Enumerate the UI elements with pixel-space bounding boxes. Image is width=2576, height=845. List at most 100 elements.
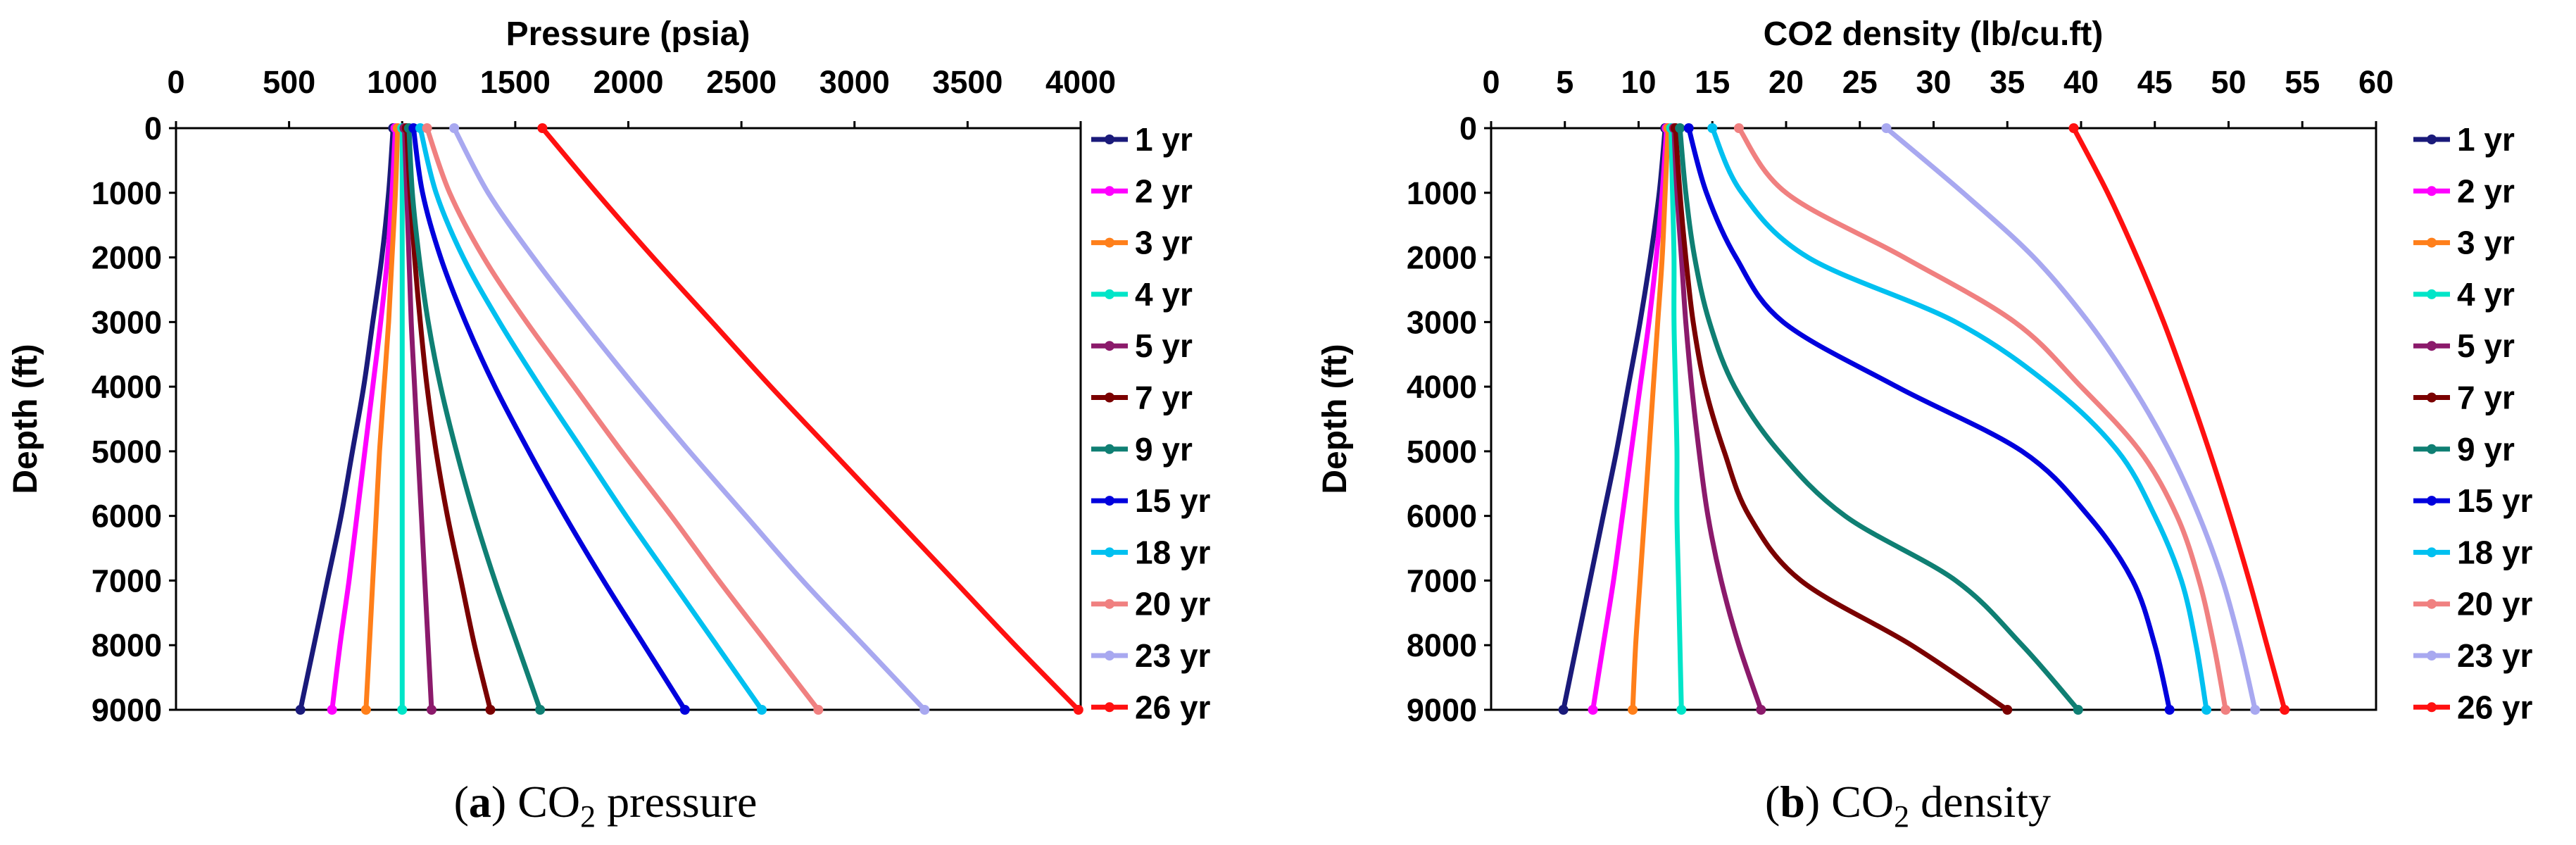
pressure-series-point-26-yr-bottom <box>1073 705 1083 715</box>
density-x-tick-label: 10 <box>1621 64 1656 100</box>
pressure-series-line-20-yr <box>425 125 821 713</box>
caption-pressure-letter: a <box>469 777 491 827</box>
pressure-series-point-15-yr-bottom <box>679 705 690 715</box>
density-legend-label-15-yr: 15 yr <box>2457 482 2533 519</box>
pressure-series-point-23-yr-top <box>449 123 460 133</box>
pressure-legend-marker-2-yr <box>1105 186 1114 196</box>
density-series-line-18-yr <box>1709 125 2209 713</box>
density-series-point-18-yr-bottom <box>2201 705 2212 715</box>
density-legend-label-26-yr: 26 yr <box>2457 689 2533 725</box>
pressure-series-point-26-yr-top <box>537 123 548 133</box>
density-y-tick-label: 9000 <box>1407 692 1477 728</box>
density-series-line-3-yr <box>1630 125 1671 713</box>
density-series-point-15-yr-top <box>1683 123 1694 133</box>
density-legend-label-23-yr: 23 yr <box>2457 637 2533 674</box>
density-series-line-9-yr <box>1677 125 2081 713</box>
pressure-series-line-23-yr <box>451 125 927 713</box>
pressure-series-line-2-yr <box>329 125 398 713</box>
pressure-series-point-18-yr-bottom <box>757 705 767 715</box>
pressure-legend-label-20-yr: 20 yr <box>1135 586 1211 622</box>
pressure-legend-marker-1-yr <box>1105 134 1114 144</box>
density-series-line-26-yr <box>2071 125 2287 713</box>
pressure-legend-label-23-yr: 23 yr <box>1135 637 1211 674</box>
pressure-legend-marker-3-yr <box>1105 237 1114 248</box>
density-x-tick-label: 55 <box>2285 64 2320 100</box>
density-series-point-15-yr-bottom <box>2164 705 2175 715</box>
pressure-legend-label-5-yr: 5 yr <box>1135 327 1193 364</box>
density-series-point-4-yr-bottom <box>1676 705 1687 715</box>
density-series-point-7-yr-bottom <box>2002 705 2013 715</box>
density-series-line-20-yr <box>1736 125 2228 713</box>
pressure-x-axis-title: Pressure (psia) <box>506 15 750 53</box>
density-series-point-2-yr-bottom <box>1588 705 1598 715</box>
density-x-tick-label: 20 <box>1768 64 1804 100</box>
pressure-series-point-7-yr-bottom <box>485 705 496 715</box>
density-x-tick-label: 25 <box>1842 64 1878 100</box>
density-series-point-5-yr-bottom <box>1756 705 1766 715</box>
pressure-legend-marker-15-yr <box>1105 496 1114 506</box>
pressure-series-point-18-yr-top <box>415 123 425 133</box>
pressure-series-line-26-yr <box>539 125 1081 713</box>
density-legend-marker-5-yr <box>2427 341 2437 351</box>
pressure-series-point-2-yr-bottom <box>327 705 337 715</box>
density-y-tick-label: 0 <box>1459 111 1477 146</box>
pressure-x-tick-label: 3500 <box>932 64 1003 100</box>
pressure-legend: 1 yr 2 yr 3 yr 4 yr 5 yr 7 yr 9 yr 15 yr 18 yr 20… <box>1091 121 1211 725</box>
density-legend-marker-20-yr <box>2427 599 2437 609</box>
pressure-legend-marker-9-yr <box>1105 444 1114 454</box>
density-series-point-26-yr-bottom <box>2280 705 2290 715</box>
caption-pressure: (a) CO2 pressure <box>454 777 758 834</box>
pressure-series-point-15-yr-top <box>408 123 419 133</box>
density-x-tick-label: 30 <box>1916 64 1951 100</box>
density-series-line-23-yr <box>1884 125 2258 713</box>
pressure-series-point-5-yr-bottom <box>427 705 437 715</box>
density-y-axis-title: Depth (ft) <box>1317 344 1354 494</box>
pressure-y-tick-label: 5000 <box>92 434 162 470</box>
pressure-chart: Pressure (psia) Depth (ft) 0 500 1000 1500 200… <box>7 15 1211 728</box>
density-y-tick-label: 3000 <box>1407 304 1477 340</box>
density-legend-label-3-yr: 3 yr <box>2457 225 2515 261</box>
density-series-line-7-yr <box>1673 125 2010 713</box>
caption-density-letter: b <box>1780 777 1805 827</box>
pressure-legend-label-15-yr: 15 yr <box>1135 482 1211 519</box>
density-legend-label-20-yr: 20 yr <box>2457 586 2533 622</box>
caption-density: (b) CO2 density <box>1765 777 2051 834</box>
pressure-legend-label-7-yr: 7 yr <box>1135 380 1193 416</box>
density-series-point-9-yr-bottom <box>2073 705 2083 715</box>
caption-pressure-prefix: CO <box>517 777 580 827</box>
pressure-series-point-3-yr-bottom <box>360 705 371 715</box>
density-y-tick-label: 6000 <box>1407 499 1477 534</box>
density-legend-label-5-yr: 5 yr <box>2457 327 2515 364</box>
density-x-tick-label: 40 <box>2063 64 2099 100</box>
pressure-series-point-23-yr-bottom <box>919 705 930 715</box>
density-series-point-9-yr-top <box>1675 123 1685 133</box>
density-x-tick-label: 35 <box>1990 64 2025 100</box>
pressure-legend-label-3-yr: 3 yr <box>1135 225 1193 261</box>
density-legend-marker-1-yr <box>2427 134 2437 144</box>
pressure-y-tick-label: 4000 <box>92 369 162 405</box>
pressure-series-point-4-yr-bottom <box>397 705 408 715</box>
pressure-x-tick-label: 1500 <box>480 64 551 100</box>
density-series-point-26-yr-top <box>2068 123 2079 133</box>
caption-density-sub: 2 <box>1894 799 1909 834</box>
density-series-line-4-yr <box>1669 125 1684 713</box>
pressure-y-tick-label: 6000 <box>92 499 162 534</box>
pressure-y-tick-label: 2000 <box>92 240 162 276</box>
density-legend-label-7-yr: 7 yr <box>2457 380 2515 416</box>
density-series-point-20-yr-top <box>1733 123 1744 133</box>
density-x-tick-label: 50 <box>2211 64 2246 100</box>
density-legend-marker-2-yr <box>2427 186 2437 196</box>
density-series-point-18-yr-top <box>1707 123 1718 133</box>
caption-pressure-suffix: pressure <box>596 777 757 827</box>
pressure-series-point-20-yr-top <box>422 123 432 133</box>
caption-pressure-sub: 2 <box>580 799 596 834</box>
density-legend-label-4-yr: 4 yr <box>2457 276 2515 313</box>
pressure-x-tick-label: 2000 <box>593 64 663 100</box>
density-legend-label-1-yr: 1 yr <box>2457 121 2515 158</box>
density-legend: 1 yr 2 yr 3 yr 4 yr 5 yr 7 yr 9 yr 15 yr 18 yr 20… <box>2413 121 2533 725</box>
density-series-point-23-yr-top <box>1881 123 1892 133</box>
pressure-y-tick-label: 8000 <box>92 627 162 663</box>
density-y-tick-label: 4000 <box>1407 369 1477 405</box>
caption-density-prefix: CO <box>1831 777 1894 827</box>
